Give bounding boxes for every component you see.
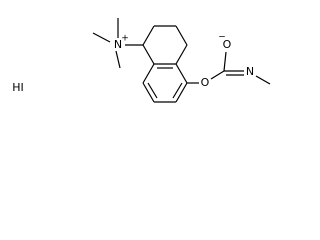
bond bbox=[92, 32, 111, 43]
bond bbox=[210, 70, 225, 80]
charge-label: + bbox=[121, 34, 129, 44]
bond bbox=[142, 44, 155, 65]
bond bbox=[147, 82, 158, 99]
bond bbox=[142, 82, 155, 103]
atom-label: N bbox=[246, 65, 254, 78]
bond bbox=[142, 25, 155, 46]
bond bbox=[115, 50, 121, 69]
bond bbox=[175, 44, 188, 65]
atom-label: O bbox=[223, 38, 232, 51]
bond bbox=[142, 63, 155, 84]
structure-diagram: HI N + O O − N bbox=[12, 18, 271, 103]
bond bbox=[172, 82, 183, 99]
page: HI N + O O − N (() => { const data = JSO… bbox=[12, 18, 271, 103]
bond bbox=[223, 51, 227, 72]
atom-label: HI bbox=[12, 81, 24, 94]
bonds bbox=[92, 18, 271, 103]
bond bbox=[175, 63, 188, 84]
bond bbox=[175, 25, 188, 46]
bond bbox=[175, 82, 188, 103]
bond bbox=[255, 75, 271, 85]
atom-label: N bbox=[114, 38, 122, 51]
charge-label: − bbox=[218, 33, 226, 43]
atom-label: O bbox=[201, 76, 210, 89]
